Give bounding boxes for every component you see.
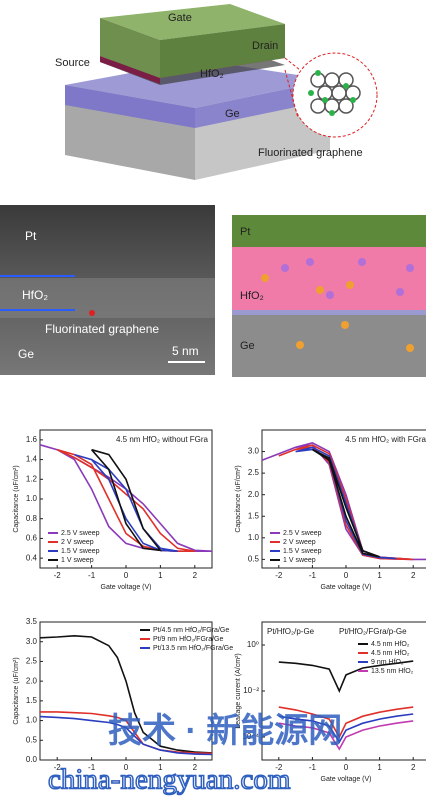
y-tick-label: 0.8 xyxy=(26,514,38,523)
x-tick-label: 0 xyxy=(344,571,349,580)
legend-label: 2.5 V sweep xyxy=(283,530,322,537)
x-tick-label: 2 xyxy=(411,763,416,772)
y-tick-label: 1.5 xyxy=(26,696,38,705)
y-tick-label: 1.4 xyxy=(26,455,38,464)
label-metal: Pt xyxy=(25,229,37,243)
x-tick-label: 2 xyxy=(193,571,198,580)
y-tick-label: 3.0 xyxy=(248,447,260,456)
annotation: Pt/HfO₂/p-Ge xyxy=(267,627,315,636)
legend-label: 2 V sweep xyxy=(61,539,94,546)
watermark-url: china-nengyuan.com xyxy=(48,764,291,796)
x-axis-label: Gate voltage (V) xyxy=(101,584,152,591)
legend-label: 4.5 nm HfO₂ xyxy=(371,641,410,648)
y-tick-label: 1.0 xyxy=(26,494,38,503)
chart-title: 4.5 nm HfO₂ without FGra xyxy=(116,435,209,444)
y-tick-label: 0.5 xyxy=(248,554,260,563)
y-tick-label: 2.0 xyxy=(248,490,260,499)
label-substrate: Ge xyxy=(225,108,240,120)
label-substrate: Ge xyxy=(18,347,34,361)
y-tick-label: 1.2 xyxy=(26,474,38,483)
y-tick-label: 1.5 xyxy=(248,511,260,520)
x-tick-label: -1 xyxy=(88,571,96,580)
scale-bar: 5 nm xyxy=(172,344,199,358)
x-tick-label: 0 xyxy=(344,763,349,772)
legend-label: 1.5 V sweep xyxy=(61,548,100,555)
y-tick-label: 1.0 xyxy=(26,716,38,725)
device-schematic: Gate Drain Source HfO₂ Ge Fluorinated gr… xyxy=(55,4,377,180)
label-interlayer: Fluorinated graphene xyxy=(45,322,159,336)
legend-label: Pt/13.5 nm HfO₂/FGra/Ge xyxy=(153,645,233,652)
x-tick-label: -2 xyxy=(54,571,62,580)
y-axis-label: Capacitance (uF/cm²) xyxy=(13,657,20,724)
y-axis-label: Capacitance (uF/cm²) xyxy=(13,465,20,532)
x-tick-label: 0 xyxy=(124,571,129,580)
chart-title: 4.5 nm HfO₂ with FGra xyxy=(345,435,426,444)
y-tick-label: 0.6 xyxy=(26,534,38,543)
y-tick-label: 10⁰ xyxy=(247,640,259,649)
x-axis-label: Gate voltage (V) xyxy=(321,776,372,783)
label-gate: Gate xyxy=(168,12,192,24)
x-tick-label: -1 xyxy=(309,763,317,772)
label-oxide: HfO₂ xyxy=(240,290,264,302)
legend-label: 2 V sweep xyxy=(283,539,316,546)
annotation: Pt/HfO₂/FGra/p-Ge xyxy=(339,627,407,636)
label-oxide: HfO₂ xyxy=(200,68,224,80)
label-source: Source xyxy=(55,57,90,69)
label-inset: Fluorinated graphene xyxy=(258,147,363,159)
x-tick-label: 2 xyxy=(411,571,416,580)
tem-image: Pt HfO₂ Fluorinated graphene Ge 5 nm xyxy=(0,205,215,375)
y-tick-label: 0.0 xyxy=(26,755,38,764)
label-oxide: HfO₂ xyxy=(22,288,48,302)
label-drain: Drain xyxy=(252,40,278,52)
watermark: 技术 · 新能源网 xyxy=(108,712,342,750)
x-tick-label: -2 xyxy=(275,571,283,580)
y-tick-label: 2.0 xyxy=(26,676,38,685)
x-tick-label: 1 xyxy=(377,571,382,580)
y-tick-label: 3.0 xyxy=(26,637,38,646)
y-axis-label: Capacitance (uF/cm²) xyxy=(235,465,242,532)
y-tick-label: 2.5 xyxy=(248,468,260,477)
label-metal: Pt xyxy=(240,226,250,238)
legend-label: 13.5 nm HfO₂ xyxy=(371,668,414,675)
legend-label: 9 nm HfO₂ xyxy=(371,659,404,666)
legend-label: Pt/9 nm HfO₂/FGra/Ge xyxy=(153,636,224,643)
legend-label: Pt/4.5 nm HfO₂/FGra/Ge xyxy=(153,627,229,634)
y-tick-label: 10⁻² xyxy=(243,686,259,695)
x-tick-label: -1 xyxy=(309,571,317,580)
legend-label: 1 V sweep xyxy=(61,557,94,564)
legend-label: 1 V sweep xyxy=(283,557,316,564)
x-tick-label: 1 xyxy=(158,571,163,580)
legend-label: 1.5 V sweep xyxy=(283,548,322,555)
y-tick-label: 3.5 xyxy=(26,617,38,626)
x-axis-label: Gate voltage (V) xyxy=(321,584,372,591)
y-tick-label: 2.5 xyxy=(26,657,38,666)
legend-label: 2.5 V sweep xyxy=(61,530,100,537)
interface-schematic: Pt HfO₂ Ge xyxy=(232,215,426,377)
y-tick-label: 1.6 xyxy=(26,435,38,444)
label-substrate: Ge xyxy=(240,340,255,352)
x-tick-label: 1 xyxy=(377,763,382,772)
y-tick-label: 1.0 xyxy=(248,533,260,542)
y-tick-label: 0.4 xyxy=(26,553,38,562)
y-tick-label: 0.5 xyxy=(26,735,38,744)
figure: Gate Drain Source HfO₂ Ge Fluorinated gr… xyxy=(0,0,426,799)
legend-label: 4.5 nm HfO₂ xyxy=(371,650,410,657)
